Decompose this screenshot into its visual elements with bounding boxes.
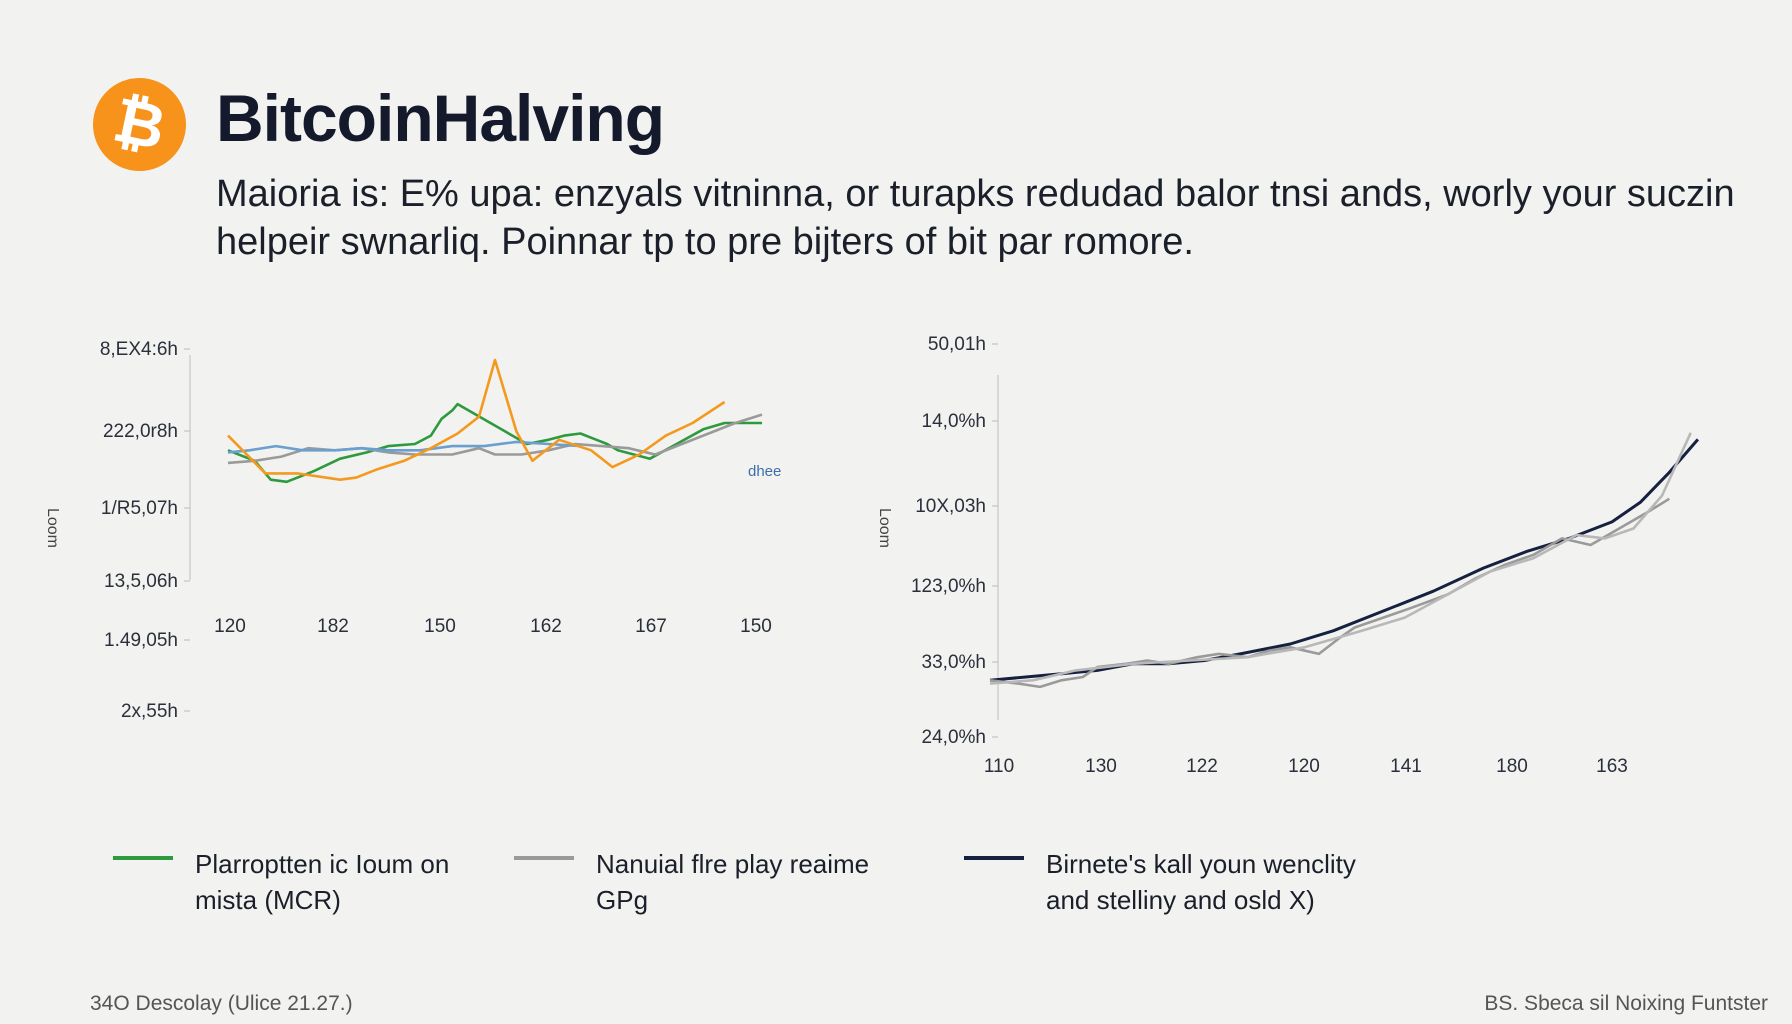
y-tick-label: 33,0%h <box>922 652 986 673</box>
y-tick-label: 2x,55h <box>121 701 178 722</box>
y-tick-label: 13,5,06h <box>104 571 178 592</box>
legend-label: Plarroptten ic Ioum on mista (MCR) <box>195 849 450 915</box>
series-line-0 <box>227 402 762 484</box>
legend-label: Nanuial flre play reaime GPg <box>596 849 870 915</box>
x-tick-label: 120 <box>1288 756 1320 777</box>
right-line-chart: 50,01h 14,0%h 10X,03h 123,0%h 33,0%h 24,0%h 11… <box>876 334 1700 777</box>
bitcoin-logo-icon: ₿ <box>84 69 195 180</box>
y-tick-label: 123,0%h <box>911 576 986 597</box>
y-tick-label: 24,0%h <box>922 727 986 748</box>
footer-left-text: 34O Descolay (Ulice 21.27.) <box>90 992 353 1015</box>
x-tick-label: 141 <box>1390 756 1422 777</box>
x-tick-label: 130 <box>1085 756 1117 777</box>
x-tick-label: 122 <box>1186 756 1218 777</box>
y-tick-label: 222,0r8h <box>103 421 178 442</box>
x-tick-label: 120 <box>214 616 246 637</box>
y-tick-label: 8,EX4:6h <box>100 339 178 360</box>
x-tick-label: 182 <box>317 616 349 637</box>
series-line-2 <box>989 432 1692 685</box>
legend-label: Birnete's kall youn wenclity and stellin… <box>1046 849 1356 915</box>
x-tick-label: 162 <box>530 616 562 637</box>
y-tick-label: 10X,03h <box>915 496 986 517</box>
y-tick-label: 1.49,05h <box>104 630 178 651</box>
series-line-0 <box>989 438 1700 682</box>
x-tick-label: 167 <box>635 616 667 637</box>
series-line-2 <box>227 440 581 454</box>
y-tick-label: 14,0%h <box>922 411 986 432</box>
y-axis-label: Loom <box>876 508 893 548</box>
y-tick-label: 50,01h <box>928 334 986 355</box>
page-subtitle: Maioria is: E% upa: enzyals vitninna, or… <box>216 173 1735 263</box>
y-tick-label: 1/R5,07h <box>101 498 178 519</box>
series-line-1 <box>227 413 763 465</box>
x-tick-label: 150 <box>740 616 772 637</box>
legend-swatch <box>964 856 1024 860</box>
x-tick-label: 163 <box>1596 756 1628 777</box>
legend-swatch <box>514 856 574 860</box>
series-line-3 <box>227 358 726 481</box>
chart-annotation: dhee <box>748 463 781 480</box>
x-tick-label: 150 <box>424 616 456 637</box>
x-tick-label: 110 <box>984 756 1014 777</box>
series-line-1 <box>989 497 1670 689</box>
footer-right-text: BS. Sbeca sil Noixing Funtster <box>1484 992 1768 1015</box>
legend-swatch <box>113 856 173 860</box>
page-title: BitcoinHalving <box>216 81 665 155</box>
x-tick-label: 180 <box>1496 756 1528 777</box>
left-line-chart: 8,EX4:6h 222,0r8h 1/R5,07h 13,5,06h 1.49,05h… <box>44 339 781 722</box>
y-axis-label: Loom <box>44 508 61 548</box>
